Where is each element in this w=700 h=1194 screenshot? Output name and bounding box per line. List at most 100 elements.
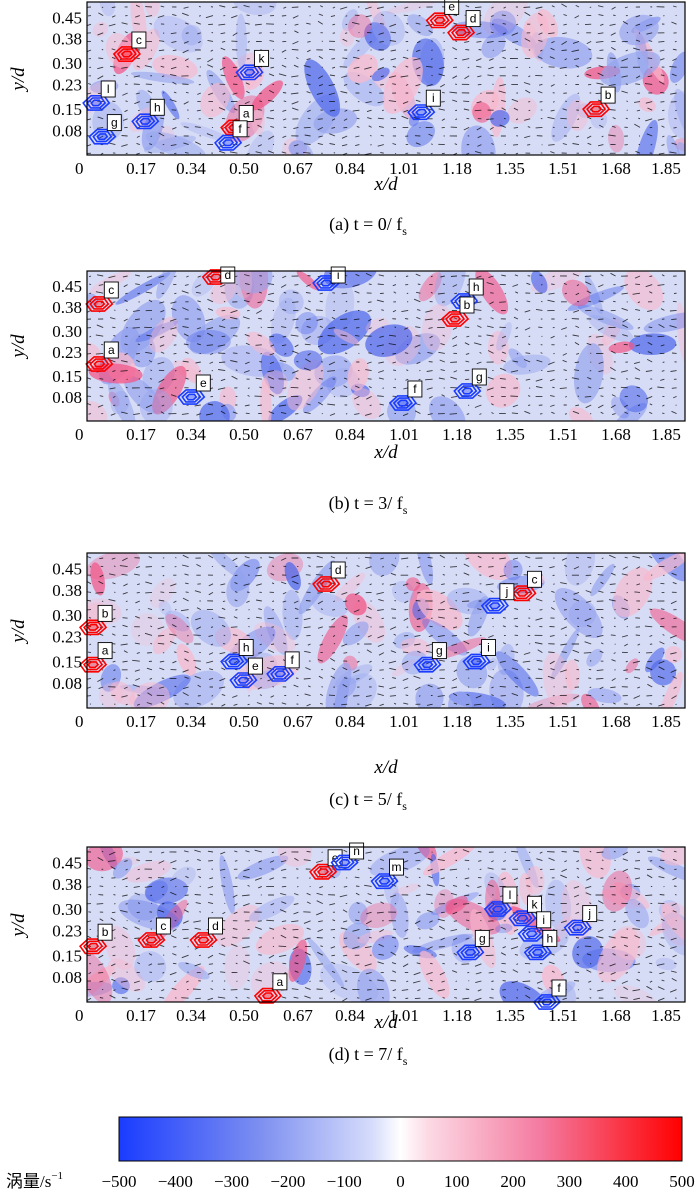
x-tick-label: 0.34: [176, 712, 206, 731]
x-tick-label: 1.35: [495, 1006, 525, 1025]
x-tick-label: 0.17: [126, 1006, 156, 1025]
vortex-b: b: [79, 923, 113, 955]
vortex-label: f: [557, 981, 561, 995]
vortex-a: a: [79, 642, 113, 673]
vortex-label: e: [200, 376, 207, 390]
y-tick-label: 0.30: [52, 900, 82, 919]
plot-frame: [86, 846, 686, 1003]
vortex-c: c: [112, 31, 147, 63]
panel-caption: (b) t = 3/ fs: [329, 493, 408, 517]
x-tick-label: 0.50: [229, 1006, 259, 1025]
vortex-label-box: [444, 0, 460, 15]
x-tick-label: 0.34: [176, 1006, 206, 1025]
vortex-label-box: [474, 929, 490, 947]
x-axis-label: x/d: [373, 442, 398, 463]
panel-caption: (c) t = 5/ fs: [329, 789, 407, 813]
x-tick-label: 0.67: [283, 425, 313, 444]
x-tick-label: 1.01: [389, 1006, 419, 1025]
colorbar-tick-label: 200: [500, 1172, 526, 1191]
vortex-label: e: [332, 851, 339, 865]
x-tick-label: 0.17: [126, 712, 156, 731]
x-axis-label: x/d: [373, 757, 398, 778]
vortex-label-box: [254, 49, 269, 67]
vortex-d: d: [447, 10, 481, 41]
y-tick-label: 0.08: [52, 968, 82, 987]
vortex-label: g: [111, 116, 118, 130]
x-tick-label: 1.51: [548, 1006, 578, 1025]
vortex-label-box: [536, 911, 552, 929]
vortex-label-box: [407, 380, 423, 398]
vortex-label: b: [605, 88, 612, 102]
vortex-g: g: [413, 642, 447, 673]
vorticity-field: [87, 847, 685, 1002]
colorbar-tick-label: 300: [557, 1172, 583, 1191]
x-tick-label: 0.17: [126, 425, 156, 444]
vortex-label-box: [232, 120, 248, 138]
vortex-label: a: [102, 644, 109, 658]
vortex-label-box: [106, 114, 122, 132]
vortex-label: f: [238, 122, 242, 136]
vortex-label-box: [600, 86, 616, 104]
vortex-label: j: [505, 585, 509, 599]
vortex-i: i: [407, 89, 441, 121]
x-tick-label: 1.85: [651, 712, 681, 731]
x-tick-label: 1.85: [651, 1006, 681, 1025]
vortex-label-box: [103, 281, 119, 299]
vortex-f: f: [266, 651, 300, 682]
vortex-label-box: [131, 31, 147, 49]
y-tick-label: 0.23: [52, 628, 82, 647]
vortex-label: l: [509, 888, 512, 902]
vortex-label: i: [432, 91, 435, 105]
vortex-g: g: [88, 114, 122, 145]
vortex-k: k: [508, 895, 542, 927]
vortex-label-box: [100, 80, 116, 98]
y-tick-label: 0.23: [52, 76, 82, 95]
vortex-label-box: [551, 979, 567, 997]
vortex-label: i: [487, 641, 490, 655]
vortex-label: b: [102, 606, 109, 620]
x-tick-label: 0: [75, 425, 84, 444]
x-tick-label: 1.68: [601, 1006, 631, 1025]
x-tick-label: 0.84: [335, 1006, 365, 1025]
vortex-j: j: [563, 905, 598, 936]
plot-frame: [86, 552, 686, 709]
y-tick-label: 0.45: [52, 8, 82, 27]
vortex-label-box: [103, 341, 119, 359]
vortex-h: h: [220, 639, 254, 670]
vortex-label-box: [389, 858, 404, 876]
x-tick-label: 1.01: [389, 159, 419, 178]
vortex-label: e: [252, 659, 259, 673]
vortex-c: c: [508, 570, 542, 602]
vortex-label-box: [471, 368, 487, 386]
vortex-label: h: [473, 280, 480, 294]
y-axis-label: y/d: [8, 334, 29, 360]
y-axis-label: y/d: [8, 619, 29, 645]
x-tick-label: 0.34: [176, 425, 206, 444]
vortex-label-box: [582, 905, 598, 923]
vortex-e: e: [177, 374, 211, 405]
vortex-i: i: [462, 639, 496, 670]
vortex-label: a: [243, 107, 250, 121]
x-tick-label: 0.67: [283, 712, 313, 731]
vortex-a: a: [253, 973, 288, 1004]
y-tick-label: 0.23: [52, 922, 82, 941]
vortex-c: c: [137, 917, 171, 948]
y-tick-label: 0.30: [52, 54, 82, 73]
vortex-label-box: [527, 895, 542, 913]
vortex-label-box: [468, 278, 484, 296]
colorbar: −500 −400 −300 −200 −100 0 100 200 300 400 500 涡量/…: [6, 1116, 695, 1191]
vortex-h: h: [131, 98, 165, 130]
vortex-label-box: [465, 10, 481, 28]
x-tick-label: 1.35: [495, 712, 525, 731]
x-axis-label: x/d: [373, 1012, 398, 1033]
panel-caption: (a) t = 0/ fs: [329, 214, 407, 238]
vortex-k: k: [235, 49, 269, 81]
vortex-label: d: [212, 919, 219, 933]
vortex-label-box: [195, 374, 211, 392]
vorticity-panel-2: d i c hb a g e f 0 0.17 0.34 0.50 0.67 0.84 1.01 1.18 1.…: [8, 266, 686, 517]
colorbar-tick-label: −400: [158, 1172, 193, 1191]
vorticity-panel-1: e d c k l i b h a g f 0 0.17 0.34 0.50 0.67 0.84 1.01 1.18…: [8, 0, 686, 238]
x-tick-label: 0.67: [283, 159, 313, 178]
y-tick-label: 0.38: [52, 581, 82, 600]
x-tick-label: 1.85: [651, 425, 681, 444]
